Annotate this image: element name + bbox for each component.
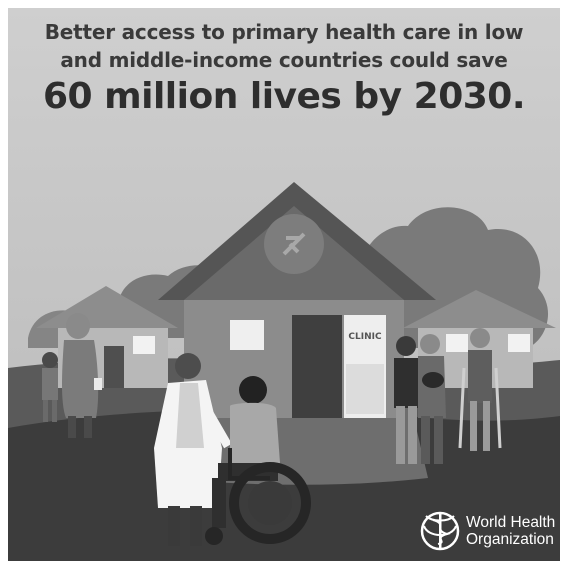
who-logo: World Health Organization — [414, 508, 560, 554]
who-logo-emblem-icon — [420, 511, 460, 551]
infographic: CLINIC Better access to primary health c… — [8, 8, 560, 561]
who-logo-emblem-space — [414, 508, 460, 554]
doctor — [154, 353, 232, 546]
who-logo-text: World Health Organization — [466, 514, 555, 548]
who-logo-line-1: World Health — [466, 514, 556, 531]
right-group — [394, 328, 502, 464]
mother-and-child — [42, 313, 102, 438]
headline-line-2: and middle-income countries could save — [60, 48, 508, 72]
clinic-door — [292, 315, 342, 418]
who-logo-line-2: Organization — [466, 531, 554, 548]
wheelchair-user — [205, 376, 311, 545]
clinic-sign: CLINIC — [348, 332, 382, 342]
headline: Better access to primary health care in … — [8, 18, 560, 120]
clinic-building — [158, 182, 436, 418]
headline-emphasis: 60 million lives by 2030. — [42, 76, 526, 117]
headline-line-1: Better access to primary health care in … — [44, 20, 524, 44]
illustration: CLINIC — [8, 8, 560, 561]
